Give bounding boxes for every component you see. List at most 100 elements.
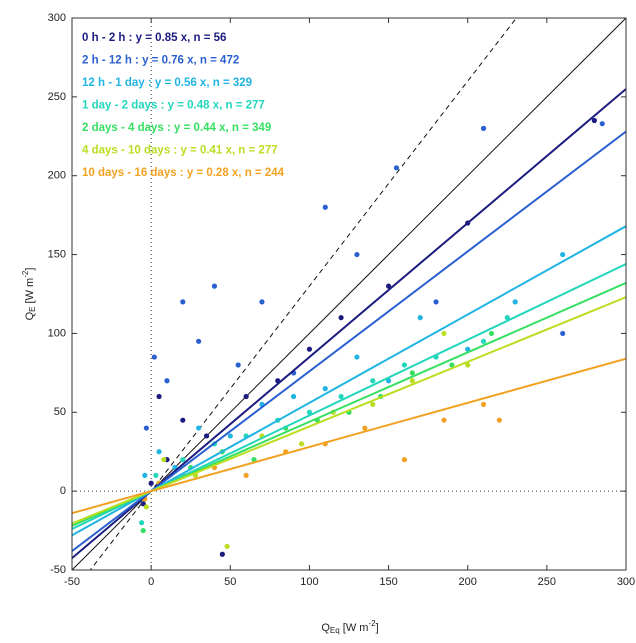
point [180,457,186,463]
point [512,299,518,305]
point [153,472,159,478]
point [203,433,210,439]
x-label-sub: Eq [330,626,340,635]
y-axis-label: QE [W m-2] [21,268,37,321]
point [449,362,455,368]
y-label-part: Q [24,311,36,320]
point [298,441,305,447]
point [370,378,376,384]
point [354,251,360,258]
y-tick-label: 300 [48,12,66,24]
y-tick-label: 100 [48,327,66,339]
point [227,433,233,439]
plot-area [72,18,626,570]
point [409,378,415,384]
point [385,378,392,384]
legend-entry: 0 h - 2 h : y = 0.85 x, n = 56 [82,32,226,44]
y-label-part: ] [24,268,36,271]
point [164,378,170,384]
point [370,401,376,407]
point [140,501,146,507]
point [180,417,186,423]
point [401,362,407,368]
point [409,370,415,376]
point [480,401,487,407]
point [139,520,145,526]
point [362,425,368,431]
point [480,125,487,131]
point [196,425,202,431]
point [156,393,162,400]
y-tick-label: 150 [48,248,66,260]
point [180,299,186,305]
fit-line [89,18,518,570]
point [504,315,510,321]
legend-entry: 4 days - 10 days : y = 0.41 x, n = 277 [82,145,278,157]
point [243,393,249,400]
x-tick-label: 150 [379,576,397,588]
point [259,299,265,305]
y-tick-label: 250 [48,91,66,103]
point [338,393,344,400]
y-label-sup: -2 [21,270,30,278]
point [560,251,566,258]
point [322,386,328,392]
point [591,117,597,124]
x-tick-label: 100 [300,576,318,588]
point [441,330,447,337]
legend-entry: 2 days - 4 days : y = 0.44 x, n = 349 [82,122,271,134]
y-label-part: [W m [24,278,36,307]
x-tick-label: 250 [538,576,556,588]
point [488,330,495,337]
point [338,315,344,321]
point [441,417,447,423]
point [306,346,313,352]
fit-line [72,296,626,525]
point [211,283,218,289]
point [143,504,149,510]
point [148,480,154,486]
y-tick-label: -50 [50,564,66,576]
point [161,457,167,463]
legend-entry: 12 h - 1 day : y = 0.56 x, n = 329 [82,77,252,89]
point [560,330,566,337]
point [151,354,157,360]
point [196,338,202,344]
point [465,362,471,368]
point [496,417,502,423]
point [393,165,400,171]
point [417,315,423,321]
point [306,409,313,415]
point [291,393,297,400]
y-label-sub: E [28,307,37,312]
point [322,204,328,210]
point [219,551,225,557]
x-label-part: ] [376,622,379,634]
plot-frame [71,17,627,571]
point [401,457,407,463]
fit-line [72,357,626,515]
point [354,354,360,360]
x-axis-label: QEq [W m-2] [321,619,378,635]
x-tick-label: 200 [459,576,477,588]
x-tick-label: 50 [224,576,236,588]
x-tick-label: 300 [617,576,635,588]
point [142,472,148,478]
x-label-part: [W m [340,622,369,634]
y-tick-label: 0 [60,485,66,497]
point [156,449,162,455]
x-label-sup: -2 [368,619,376,628]
fit-line [72,18,626,570]
point [480,338,487,344]
legend-entry: 2 h - 12 h : y = 0.76 x, n = 472 [82,55,239,67]
point [243,472,249,478]
point [140,527,146,534]
y-tick-label: 200 [48,170,66,182]
point [224,543,230,549]
point [599,121,605,127]
x-label-part: Q [321,622,330,634]
legend-entry: 10 days - 16 days : y = 0.28 x, n = 244 [82,167,285,179]
point [433,299,439,305]
x-tick-label: 0 [148,576,154,588]
